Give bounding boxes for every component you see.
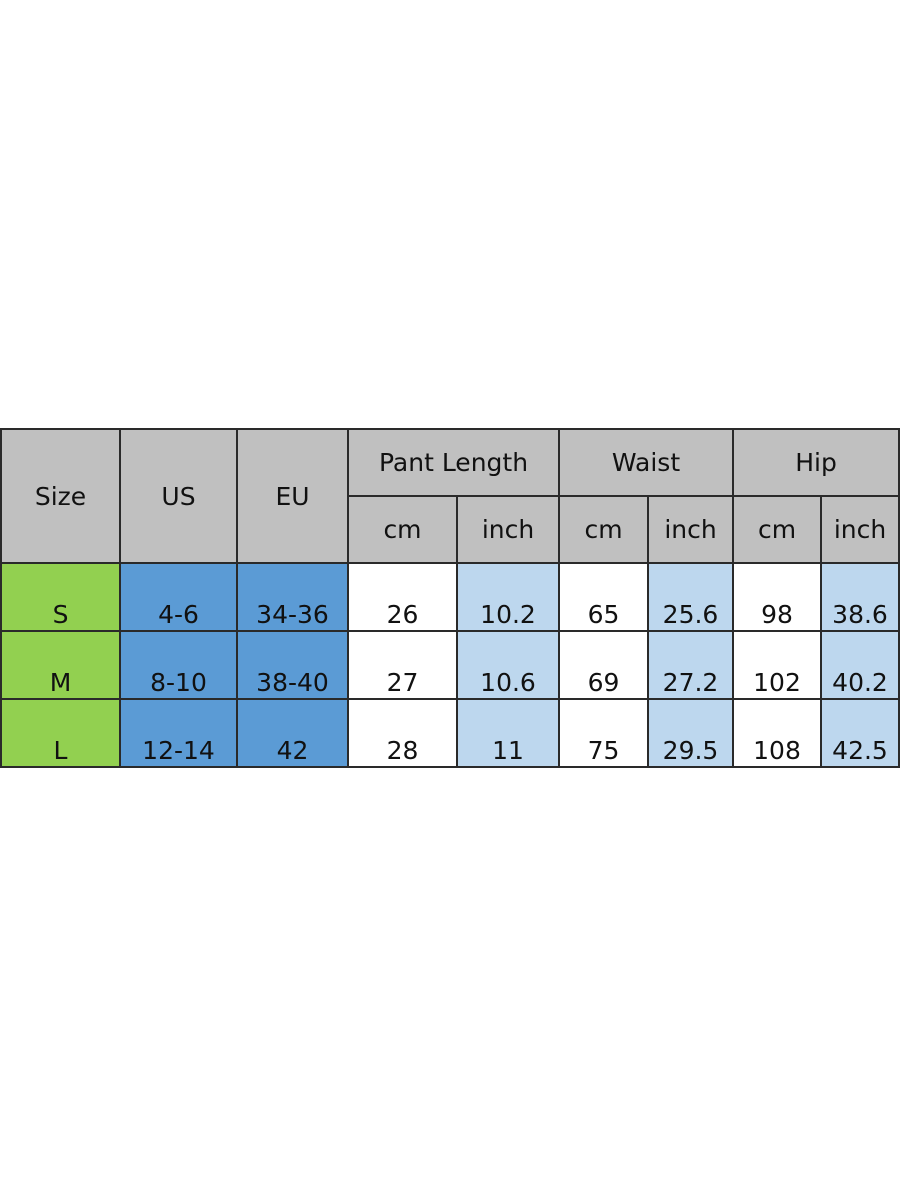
size-cell: S: [0, 562, 121, 632]
eu-cell: 42: [236, 698, 349, 768]
unit-cm: cm: [347, 495, 458, 564]
hip-inch: 38.6: [820, 562, 900, 632]
waist-inch: 27.2: [647, 630, 735, 700]
hip-cm: 102: [732, 630, 823, 700]
us-cell: 4-6: [119, 562, 238, 632]
unit-inch: inch: [647, 495, 735, 564]
pant-length-inch: 10.6: [455, 630, 561, 700]
header-size: Size: [0, 428, 121, 564]
table-row: L 12-14 42 28 11 75 29.5 108 42.5: [0, 698, 900, 768]
us-cell: 8-10: [119, 630, 238, 700]
pant-length-inch: 10.2: [455, 562, 561, 632]
unit-cm: cm: [558, 495, 650, 564]
hip-cm: 98: [732, 562, 823, 632]
pant-length-inch: 11: [455, 698, 561, 768]
pant-length-cm: 28: [347, 698, 458, 768]
waist-cm: 65: [558, 562, 650, 632]
waist-inch: 29.5: [647, 698, 735, 768]
waist-cm: 75: [558, 698, 650, 768]
size-cell: M: [0, 630, 121, 700]
unit-cm: cm: [732, 495, 823, 564]
hip-cm: 108: [732, 698, 823, 768]
us-cell: 12-14: [119, 698, 238, 768]
table-row: S 4-6 34-36 26 10.2 65 25.6 98 38.6: [0, 562, 900, 632]
size-cell: L: [0, 698, 121, 768]
hip-inch: 42.5: [820, 698, 900, 768]
pant-length-cm: 26: [347, 562, 458, 632]
pant-length-cm: 27: [347, 630, 458, 700]
table-row: M 8-10 38-40 27 10.6 69 27.2 102 40.2: [0, 630, 900, 700]
eu-cell: 38-40: [236, 630, 349, 700]
eu-cell: 34-36: [236, 562, 349, 632]
waist-cm: 69: [558, 630, 650, 700]
header-waist: Waist: [558, 428, 735, 497]
header-pant-length: Pant Length: [346, 428, 561, 497]
size-chart-table: Size US EU Pant Length Waist Hip cm inch…: [0, 428, 900, 768]
unit-inch: inch: [455, 495, 561, 564]
header-hip: Hip: [732, 428, 900, 497]
hip-inch: 40.2: [820, 630, 900, 700]
header-eu: EU: [236, 428, 349, 564]
header-us: US: [119, 428, 238, 564]
waist-inch: 25.6: [647, 562, 735, 632]
unit-inch: inch: [820, 495, 900, 564]
